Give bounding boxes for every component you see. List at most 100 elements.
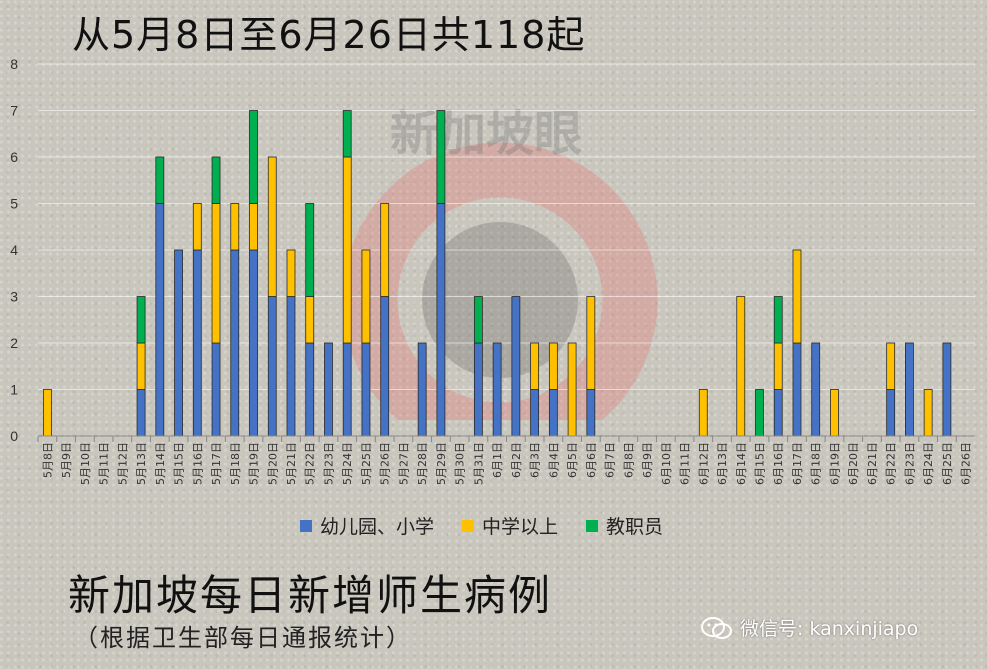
bar-segment — [811, 342, 821, 437]
x-tick-label: 6月16日 — [772, 442, 785, 485]
x-tick-label: 5月10日 — [79, 442, 92, 485]
bar-segment — [342, 156, 352, 344]
main-title: 新加坡每日新增师生病例 — [68, 571, 553, 620]
bar-segment — [361, 342, 371, 437]
bar-segment — [830, 389, 839, 437]
x-tick-label: 5月8日 — [41, 442, 54, 478]
bar-segment — [361, 249, 371, 344]
x-tick-label: 5月22日 — [304, 442, 317, 485]
bar-segment — [305, 296, 315, 344]
x-tick-label: 6月15日 — [753, 442, 766, 485]
legend-item-kindergarten-primary: 幼儿园、小学 — [300, 512, 434, 539]
y-tick-label: 0 — [10, 428, 18, 444]
x-tick-label: 6月11日 — [679, 442, 692, 485]
x-tick-label: 6月20日 — [847, 442, 860, 485]
x-tick-label: 5月31日 — [472, 442, 485, 485]
y-tick-label: 6 — [10, 149, 18, 165]
bar-segment — [211, 203, 221, 344]
x-tick-label: 5月13日 — [135, 442, 148, 485]
bar-segment — [886, 342, 896, 390]
x-tick-label: 5月12日 — [116, 442, 129, 485]
x-tick-label: 5月21日 — [285, 442, 298, 485]
x-tick-label: 6月13日 — [716, 442, 729, 485]
x-tick-label: 5月11日 — [98, 442, 111, 485]
x-tick-label: 6月7日 — [604, 442, 617, 478]
legend-label-secondary-above: 中学以上 — [482, 516, 559, 538]
bar-segment — [342, 110, 352, 158]
bar-segment — [530, 342, 540, 390]
y-tick-label: 1 — [10, 382, 18, 398]
x-tick-label: 6月5日 — [566, 442, 579, 478]
x-tick-label: 5月14日 — [154, 442, 167, 485]
legend-swatch-kindergarten-primary — [300, 519, 312, 532]
legend-item-staff: 教职员 — [586, 512, 663, 539]
y-tick-label: 8 — [10, 56, 18, 72]
bar-segment — [792, 249, 802, 344]
wechat-id: 微信号: kanxinjiapo — [740, 618, 919, 640]
bar-segment — [249, 110, 258, 204]
x-tick-label: 6月6日 — [585, 442, 598, 478]
bar-segment — [548, 342, 558, 390]
bar-segment — [792, 342, 802, 437]
x-tick-label: 6月17日 — [791, 442, 804, 485]
bar-segment — [211, 156, 221, 204]
bar-segment — [42, 389, 52, 437]
x-tick-label: 6月18日 — [810, 442, 823, 485]
bar-segment — [136, 342, 146, 390]
y-tick-label: 7 — [10, 103, 18, 119]
bar-segment — [305, 203, 315, 297]
x-tick-label: 6月23日 — [903, 442, 916, 485]
x-tick-label: 6月19日 — [828, 442, 841, 485]
x-tick-label: 5月26日 — [379, 442, 392, 485]
bar-segment — [905, 342, 914, 437]
legend-swatch-secondary-above — [462, 519, 475, 532]
x-tick-label: 5月29日 — [435, 442, 448, 485]
y-tick-label: 4 — [10, 242, 18, 258]
bar-segment — [286, 249, 296, 297]
bar-segment — [473, 296, 483, 344]
bar-segment — [211, 342, 221, 437]
x-tick-label: 6月4日 — [547, 442, 560, 478]
bar-segment — [698, 389, 708, 437]
legend-label-kindergarten-primary: 幼儿园、小学 — [320, 516, 435, 538]
bar-segment — [342, 342, 352, 437]
x-tick-label: 5月27日 — [397, 442, 410, 485]
x-tick-label: 5月18日 — [229, 442, 242, 485]
x-tick-label: 5月17日 — [210, 442, 223, 485]
x-tick-label: 6月24日 — [922, 442, 935, 485]
legend-item-secondary-above: 中学以上 — [462, 512, 558, 539]
y-tick-label: 3 — [10, 289, 18, 305]
x-tick-label: 5月25日 — [360, 442, 373, 485]
x-tick-label: 6月26日 — [960, 442, 973, 485]
x-tick-label: 5月24日 — [341, 442, 354, 485]
y-tick-label: 5 — [10, 196, 18, 212]
bar-segment — [155, 156, 165, 204]
chart-top-title: 从5月8日至6月26日共118起 — [72, 13, 586, 57]
x-tick-label: 5月28日 — [416, 442, 429, 485]
x-tick-label: 5月9日 — [60, 442, 73, 478]
wechat-icon — [701, 616, 732, 639]
bar-segment — [230, 249, 240, 437]
bar-segment — [267, 296, 277, 437]
bar-segment — [773, 296, 783, 344]
bar-segment — [586, 389, 596, 437]
bar-segment — [586, 296, 596, 390]
bar-segment — [473, 342, 483, 437]
y-tick-label: 2 — [10, 335, 18, 351]
x-tick-label: 5月30日 — [454, 442, 467, 485]
x-tick-label: 5月15日 — [173, 442, 186, 485]
bar-segment — [305, 342, 315, 437]
x-tick-label: 6月3日 — [529, 442, 542, 478]
bar-segment — [755, 389, 764, 437]
bar-segment — [548, 389, 558, 437]
bar-segment — [436, 203, 446, 437]
x-tick-label: 6月25日 — [941, 442, 954, 485]
bar-segment — [192, 249, 202, 437]
x-tick-label: 5月20日 — [266, 442, 279, 485]
wechat-account: 微信号: kanxinjiapo — [700, 614, 918, 641]
sub-title: （根据卫生部每日通报统计） — [74, 624, 412, 652]
bar-segment — [436, 110, 446, 204]
x-tick-label: 6月1日 — [491, 442, 504, 478]
x-tick-label: 6月14日 — [735, 442, 748, 485]
